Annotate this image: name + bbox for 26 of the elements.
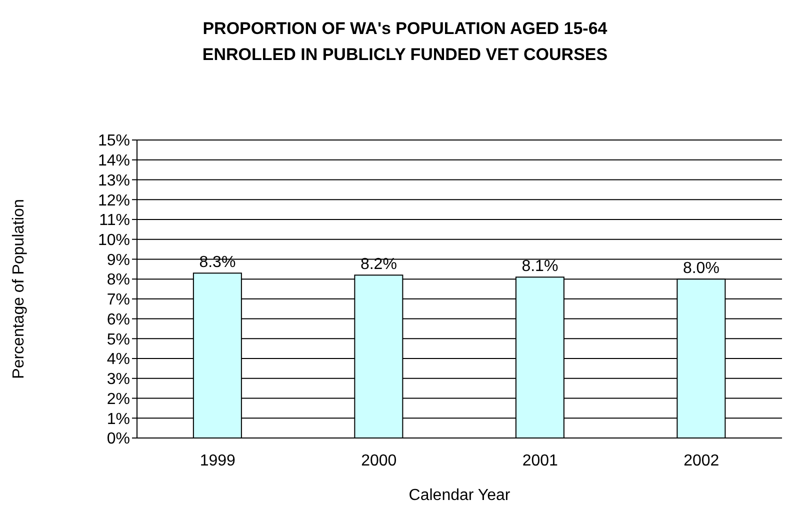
y-tick-label: 5% (106, 331, 130, 348)
y-tick-label: 0% (106, 430, 130, 448)
y-tick-label: 12% (98, 192, 130, 210)
y-tick-label: 9% (106, 252, 130, 269)
chart-title: PROPORTION OF WA's POPULATION AGED 15-64 ENROLLED IN PUBLICLY FUNDED VET COURSES (201, 18, 609, 66)
y-axis-title: Percentage of Population (10, 199, 28, 379)
y-tick-label: 7% (106, 292, 130, 309)
y-tick-label: 1% (106, 410, 130, 428)
data-label: 8.1% (522, 258, 558, 276)
x-tick-label: 1999 (200, 452, 236, 470)
x-tick-label: 2001 (522, 452, 558, 470)
data-label: 8.2% (360, 256, 397, 274)
x-axis-title: Calendar Year (408, 487, 511, 504)
y-tick-label: 13% (98, 172, 130, 190)
y-tick-label: 2% (106, 390, 130, 408)
data-label: 8.0% (682, 260, 720, 278)
y-tick-label: 10% (98, 232, 130, 250)
y-tick-label: 11% (99, 212, 130, 230)
y-tick-label: 8% (106, 272, 130, 289)
x-tick-label: 2002 (684, 452, 720, 470)
y-tick-label: 4% (106, 351, 130, 368)
y-tick-label: 6% (106, 311, 130, 328)
x-tick-label: 2000 (361, 452, 397, 470)
y-tick-label: 15% (98, 132, 130, 150)
y-tick-label: 14% (98, 152, 130, 170)
y-tick-label: 3% (106, 371, 130, 388)
